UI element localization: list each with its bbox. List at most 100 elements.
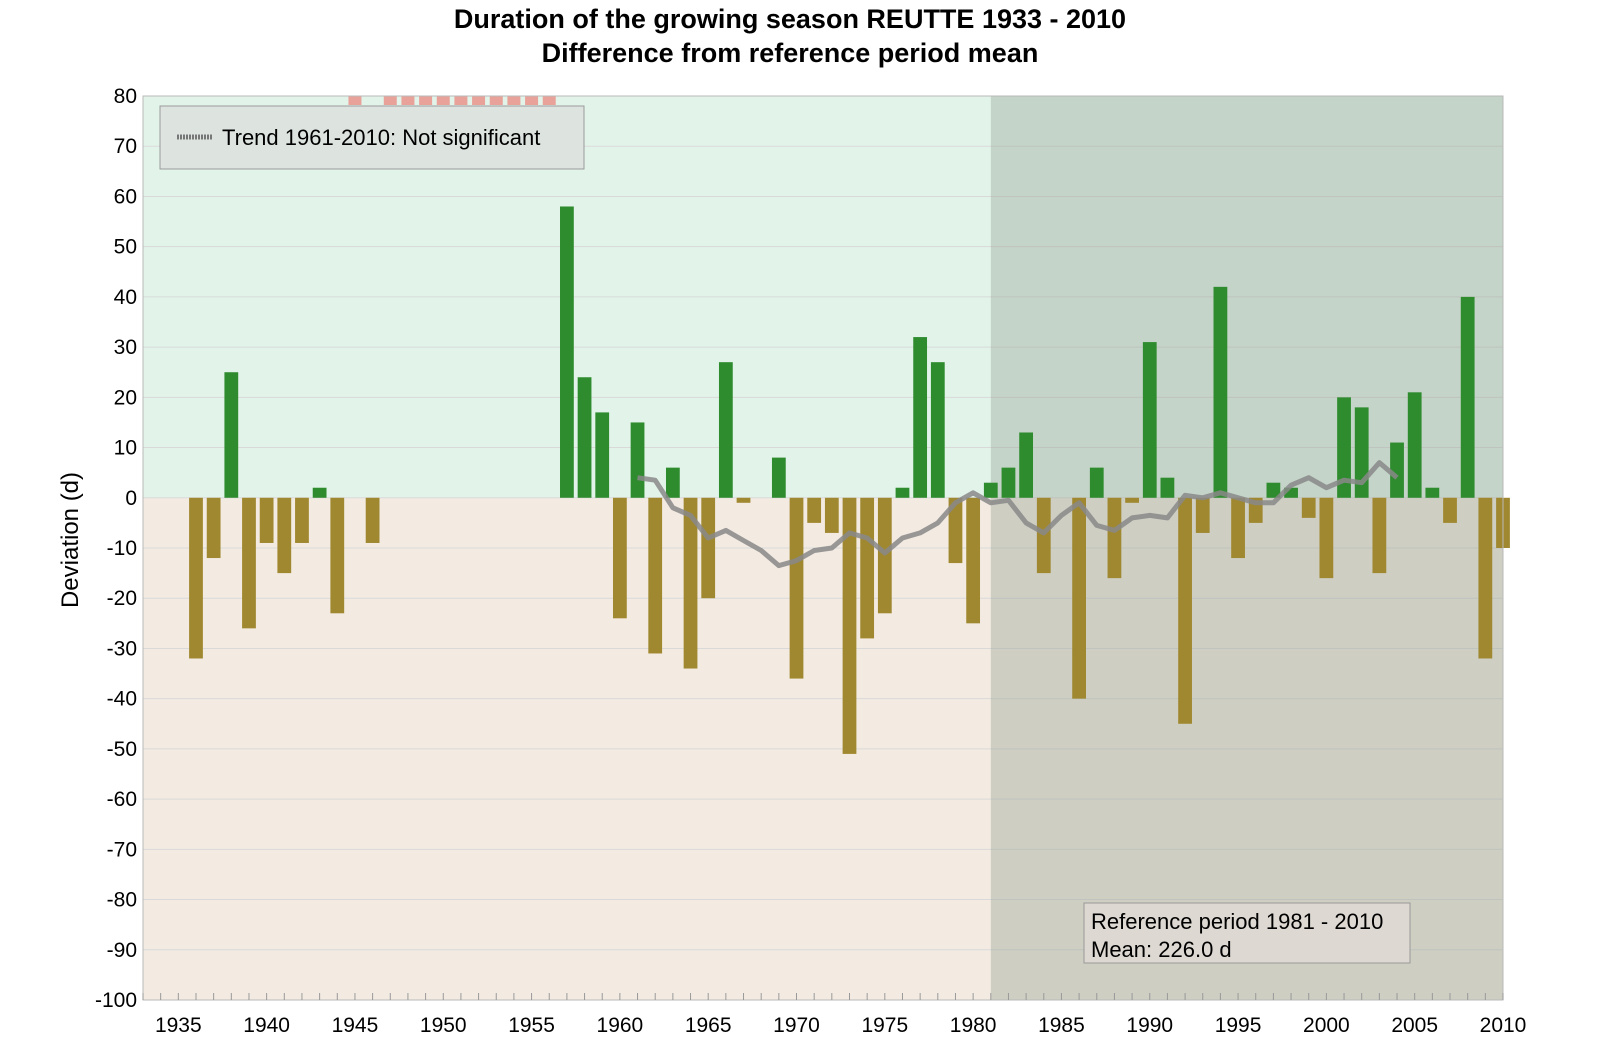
legend-trend-label: Trend 1961-2010: Not significant	[222, 125, 540, 150]
y-tick--80: -80	[107, 889, 137, 912]
legend: Trend 1961-2010: Not significant	[159, 105, 585, 170]
axes	[142, 95, 1504, 1001]
bars	[189, 206, 1510, 754]
bar-2004	[1390, 442, 1404, 498]
bar-2001	[1337, 397, 1351, 498]
bar-1986	[1072, 497, 1086, 699]
missing-marker-top-1951	[454, 96, 468, 105]
y-tick--20: -20	[107, 587, 137, 610]
x-tick-1985: 1985	[1038, 1014, 1085, 1037]
reference-box	[1083, 902, 1411, 964]
bar-1972	[824, 497, 839, 533]
x-tick-2010: 2010	[1480, 1014, 1527, 1037]
bar-1973	[842, 497, 857, 754]
x-tick-labels: 1935 1940 1945 1950 1955 1960 1965 1970 1975 1980…	[155, 1014, 1526, 1037]
bar-1967	[736, 497, 751, 503]
bar-1998	[1284, 487, 1298, 498]
x-tick-1980: 1980	[950, 1014, 997, 1037]
x-tick-2000: 2000	[1303, 1014, 1350, 1037]
bar-1979	[948, 497, 963, 564]
bar-1988	[1107, 497, 1122, 579]
x-tick-1950: 1950	[420, 1014, 467, 1037]
bar-1965	[701, 497, 716, 599]
bar-1980	[966, 497, 981, 624]
y-tick--10: -10	[107, 537, 137, 560]
missing-marker-top-1953	[489, 96, 503, 105]
x-tick-1975: 1975	[861, 1014, 908, 1037]
bar-1971	[807, 497, 822, 523]
y-tick--30: -30	[107, 637, 137, 660]
y-tick-60: 60	[114, 185, 137, 208]
bar-1957	[560, 206, 574, 498]
bar-1999	[1301, 497, 1316, 518]
bar-1995	[1231, 497, 1245, 559]
x-tick-1995: 1995	[1215, 1014, 1262, 1037]
y-tick--70: -70	[107, 838, 137, 861]
y-tick--50: -50	[107, 738, 137, 761]
bar-1939	[242, 497, 256, 629]
y-tick-0: 0	[125, 487, 137, 510]
chart-title: Duration of the growing season REUTTE 19…	[454, 4, 1126, 34]
bar-1936	[189, 497, 203, 659]
bar-1960	[612, 497, 627, 619]
legend-box	[159, 105, 585, 170]
y-tick-80: 80	[114, 85, 137, 108]
x-tick-1960: 1960	[597, 1014, 644, 1037]
bar-1978	[930, 362, 945, 498]
bar-2000	[1319, 497, 1334, 579]
missing-marker-top-1945	[348, 96, 362, 105]
y-tick-labels: 80 70 60 50 40 30 20 10 0 -10 -20 -30 -40 -50 -60 -70 -8…	[95, 85, 137, 1012]
y-tick-50: 50	[114, 236, 137, 259]
x-tick-1945: 1945	[332, 1014, 379, 1037]
reference-period-label: Reference period 1981 - 2010	[1091, 909, 1383, 934]
missing-marker-top-1954	[507, 96, 521, 105]
bar-1969	[771, 457, 786, 498]
plot-frame	[142, 95, 1504, 1001]
missing-marker-top-1952	[472, 96, 486, 105]
y-tick--40: -40	[107, 688, 137, 711]
missing-marker-top-1950	[436, 96, 450, 105]
bar-1993	[1195, 497, 1210, 533]
bar-1990	[1142, 342, 1157, 498]
bar-1966	[718, 362, 733, 498]
bar-1944	[330, 497, 345, 614]
bar-1946	[365, 497, 380, 543]
x-tick-1955: 1955	[508, 1014, 555, 1037]
reference-period-box: Reference period 1981 - 2010 Mean: 226.0…	[1083, 902, 1411, 964]
bar-1989	[1125, 497, 1139, 503]
bar-2005	[1407, 392, 1422, 498]
reference-mean-label: Mean: 226.0 d	[1091, 937, 1232, 962]
missing-marker-top-1956	[542, 96, 556, 105]
missing-marker-top-1955	[525, 96, 539, 105]
reference-shade-rect	[990, 96, 1503, 1000]
bar-1987	[1089, 467, 1104, 498]
y-tick-40: 40	[114, 286, 137, 309]
bar-1963	[665, 467, 680, 498]
bar-1982	[1001, 467, 1016, 498]
trend-path	[637, 460, 1399, 569]
bar-1974	[860, 497, 875, 639]
bar-2007	[1443, 497, 1457, 523]
bar-1940	[259, 497, 274, 543]
x-tick-1990: 1990	[1126, 1014, 1173, 1037]
bar-1959	[595, 412, 610, 498]
x-tick-1935: 1935	[155, 1014, 202, 1037]
bar-1981	[983, 482, 998, 498]
bar-1984	[1036, 497, 1051, 574]
x-tick-2005: 2005	[1391, 1014, 1438, 1037]
missing-marker-top-1948	[401, 96, 415, 105]
bar-1994	[1213, 286, 1228, 498]
bar-1961	[630, 422, 645, 498]
bar-1991	[1160, 477, 1175, 498]
chart-subtitle: Difference from reference period mean	[542, 38, 1039, 68]
y-tick--60: -60	[107, 788, 137, 811]
y-tick-30: 30	[114, 336, 137, 359]
bar-2003	[1372, 497, 1387, 574]
y-tick--100: -100	[95, 989, 137, 1012]
reference-period-shade	[990, 96, 1503, 1000]
trend-line	[637, 460, 1399, 569]
y-tick-70: 70	[114, 135, 137, 158]
y-tick--90: -90	[107, 939, 137, 962]
bar-1958	[577, 377, 592, 498]
